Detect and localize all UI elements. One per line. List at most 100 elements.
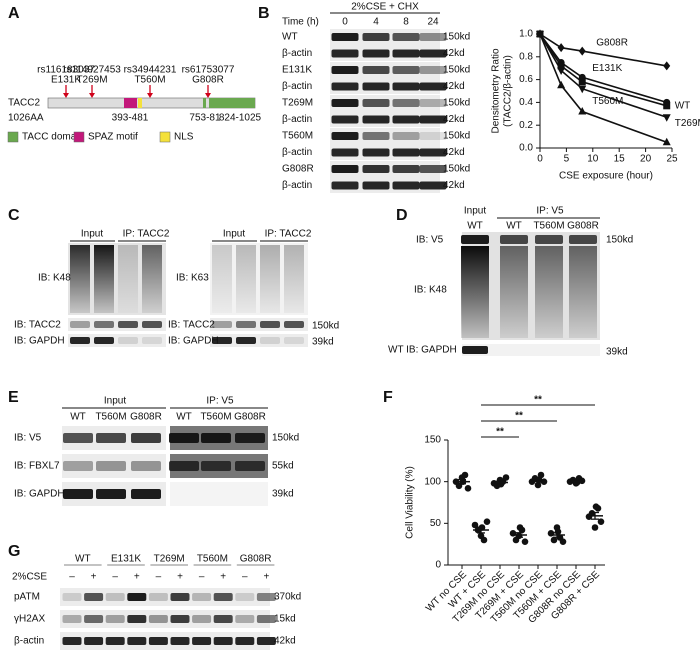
series-label: WT [675,100,691,111]
blot-band [169,433,199,443]
blot-row-label: β-actin [282,147,312,158]
blot-band [94,337,114,344]
x-tick-label: 5 [564,154,570,165]
marker [663,61,671,71]
blot-band [461,235,489,244]
blot-band [213,593,233,601]
blot-band [419,132,447,140]
series-label: T269M [675,118,700,129]
blot-background [210,318,308,331]
blot-row-label: β-actin [282,81,312,92]
snp-id: rs34944231 [124,65,177,76]
treatment-sign: – [242,572,248,583]
marker [557,67,566,75]
ib-label: IB: K63 [176,273,209,284]
blot-band [201,433,231,443]
blot-band [96,489,126,499]
blot-band [105,637,125,645]
blot-band [169,461,199,471]
data-point [559,538,567,545]
blot-band [70,321,90,328]
lane-label: T269M [154,554,185,565]
protein-length: 1026AA [8,113,44,124]
blot-band [62,637,82,645]
treatment-label: 2%CSE [12,572,47,583]
data-point [591,524,599,531]
blot-band [235,593,255,601]
blot-size: 42kd [443,81,465,92]
lane-label: WT [467,221,483,232]
blot-smear [535,246,563,338]
blot-size: 150kd [272,433,299,444]
blot-band [500,235,528,244]
lane-label: WT [70,412,86,423]
blot-band [62,593,82,601]
blot-band [192,615,212,623]
significance-label: ** [496,427,504,438]
blot-size: 42kd [443,48,465,59]
blot-band [170,637,190,645]
blot-size: 150kd [443,131,470,142]
data-point [588,510,596,517]
blot-band [105,593,125,601]
blot-band [362,82,390,91]
blot-size: 370kd [274,592,301,603]
y-axis-label: Cell Viability (%) [405,466,416,539]
treatment-sign: + [134,572,140,583]
blot-band [362,49,390,58]
legend-swatch [73,131,85,143]
data-point [502,474,510,481]
y-tick-label: 1.0 [519,29,533,40]
legend-label: TACC domain [22,132,84,143]
blot-band [256,637,276,645]
blot-smear [260,245,280,313]
series-line [539,33,667,104]
legend-swatch [159,131,171,143]
nls [138,98,142,108]
series-line [539,33,667,107]
blot-band [201,461,231,471]
blot-band [331,99,359,107]
ib-label: IB: V5 [14,433,42,444]
blot-band [392,66,420,74]
treatment-sign: – [69,572,75,583]
blot-size: 55kd [272,461,294,472]
tacc-domain [203,98,206,108]
blot-background [68,318,166,331]
blot-band [105,615,125,623]
blot-smear [118,245,138,313]
spaz-motif [124,98,137,108]
snp-arrowhead [89,93,95,98]
blot-band [392,148,420,157]
data-point [554,528,562,535]
blot-background [62,454,166,478]
blot-band [392,49,420,58]
ib-label: γH2AX [14,614,45,625]
ib-label: pATM [14,592,40,603]
blot-band [392,99,420,107]
ip-label: IP: TACC2 [123,229,170,240]
input-label: Input [464,206,486,217]
blot-band [419,181,447,190]
marker [662,137,671,146]
blot-band [213,637,233,645]
marker [662,114,671,122]
lane-label: G808R [240,554,272,565]
data-point [550,536,558,544]
blot-size: 42kd [274,636,296,647]
blot-row-label: β-actin [282,180,312,191]
blot-size: 150kd [443,164,470,175]
data-point [534,481,542,489]
blot-band [331,181,359,190]
x-axis-label: CSE exposure (hour) [559,171,653,182]
time-label: Time (h) [282,17,319,28]
blot-band [419,49,447,58]
blot-band [284,321,304,328]
data-point [464,485,472,492]
significance-label: ** [534,395,542,406]
blot-band [96,461,126,471]
blot-band [362,99,390,107]
lane-label: WT [176,412,192,423]
blot-band [170,593,190,601]
blot-size: 150kd [443,65,470,76]
